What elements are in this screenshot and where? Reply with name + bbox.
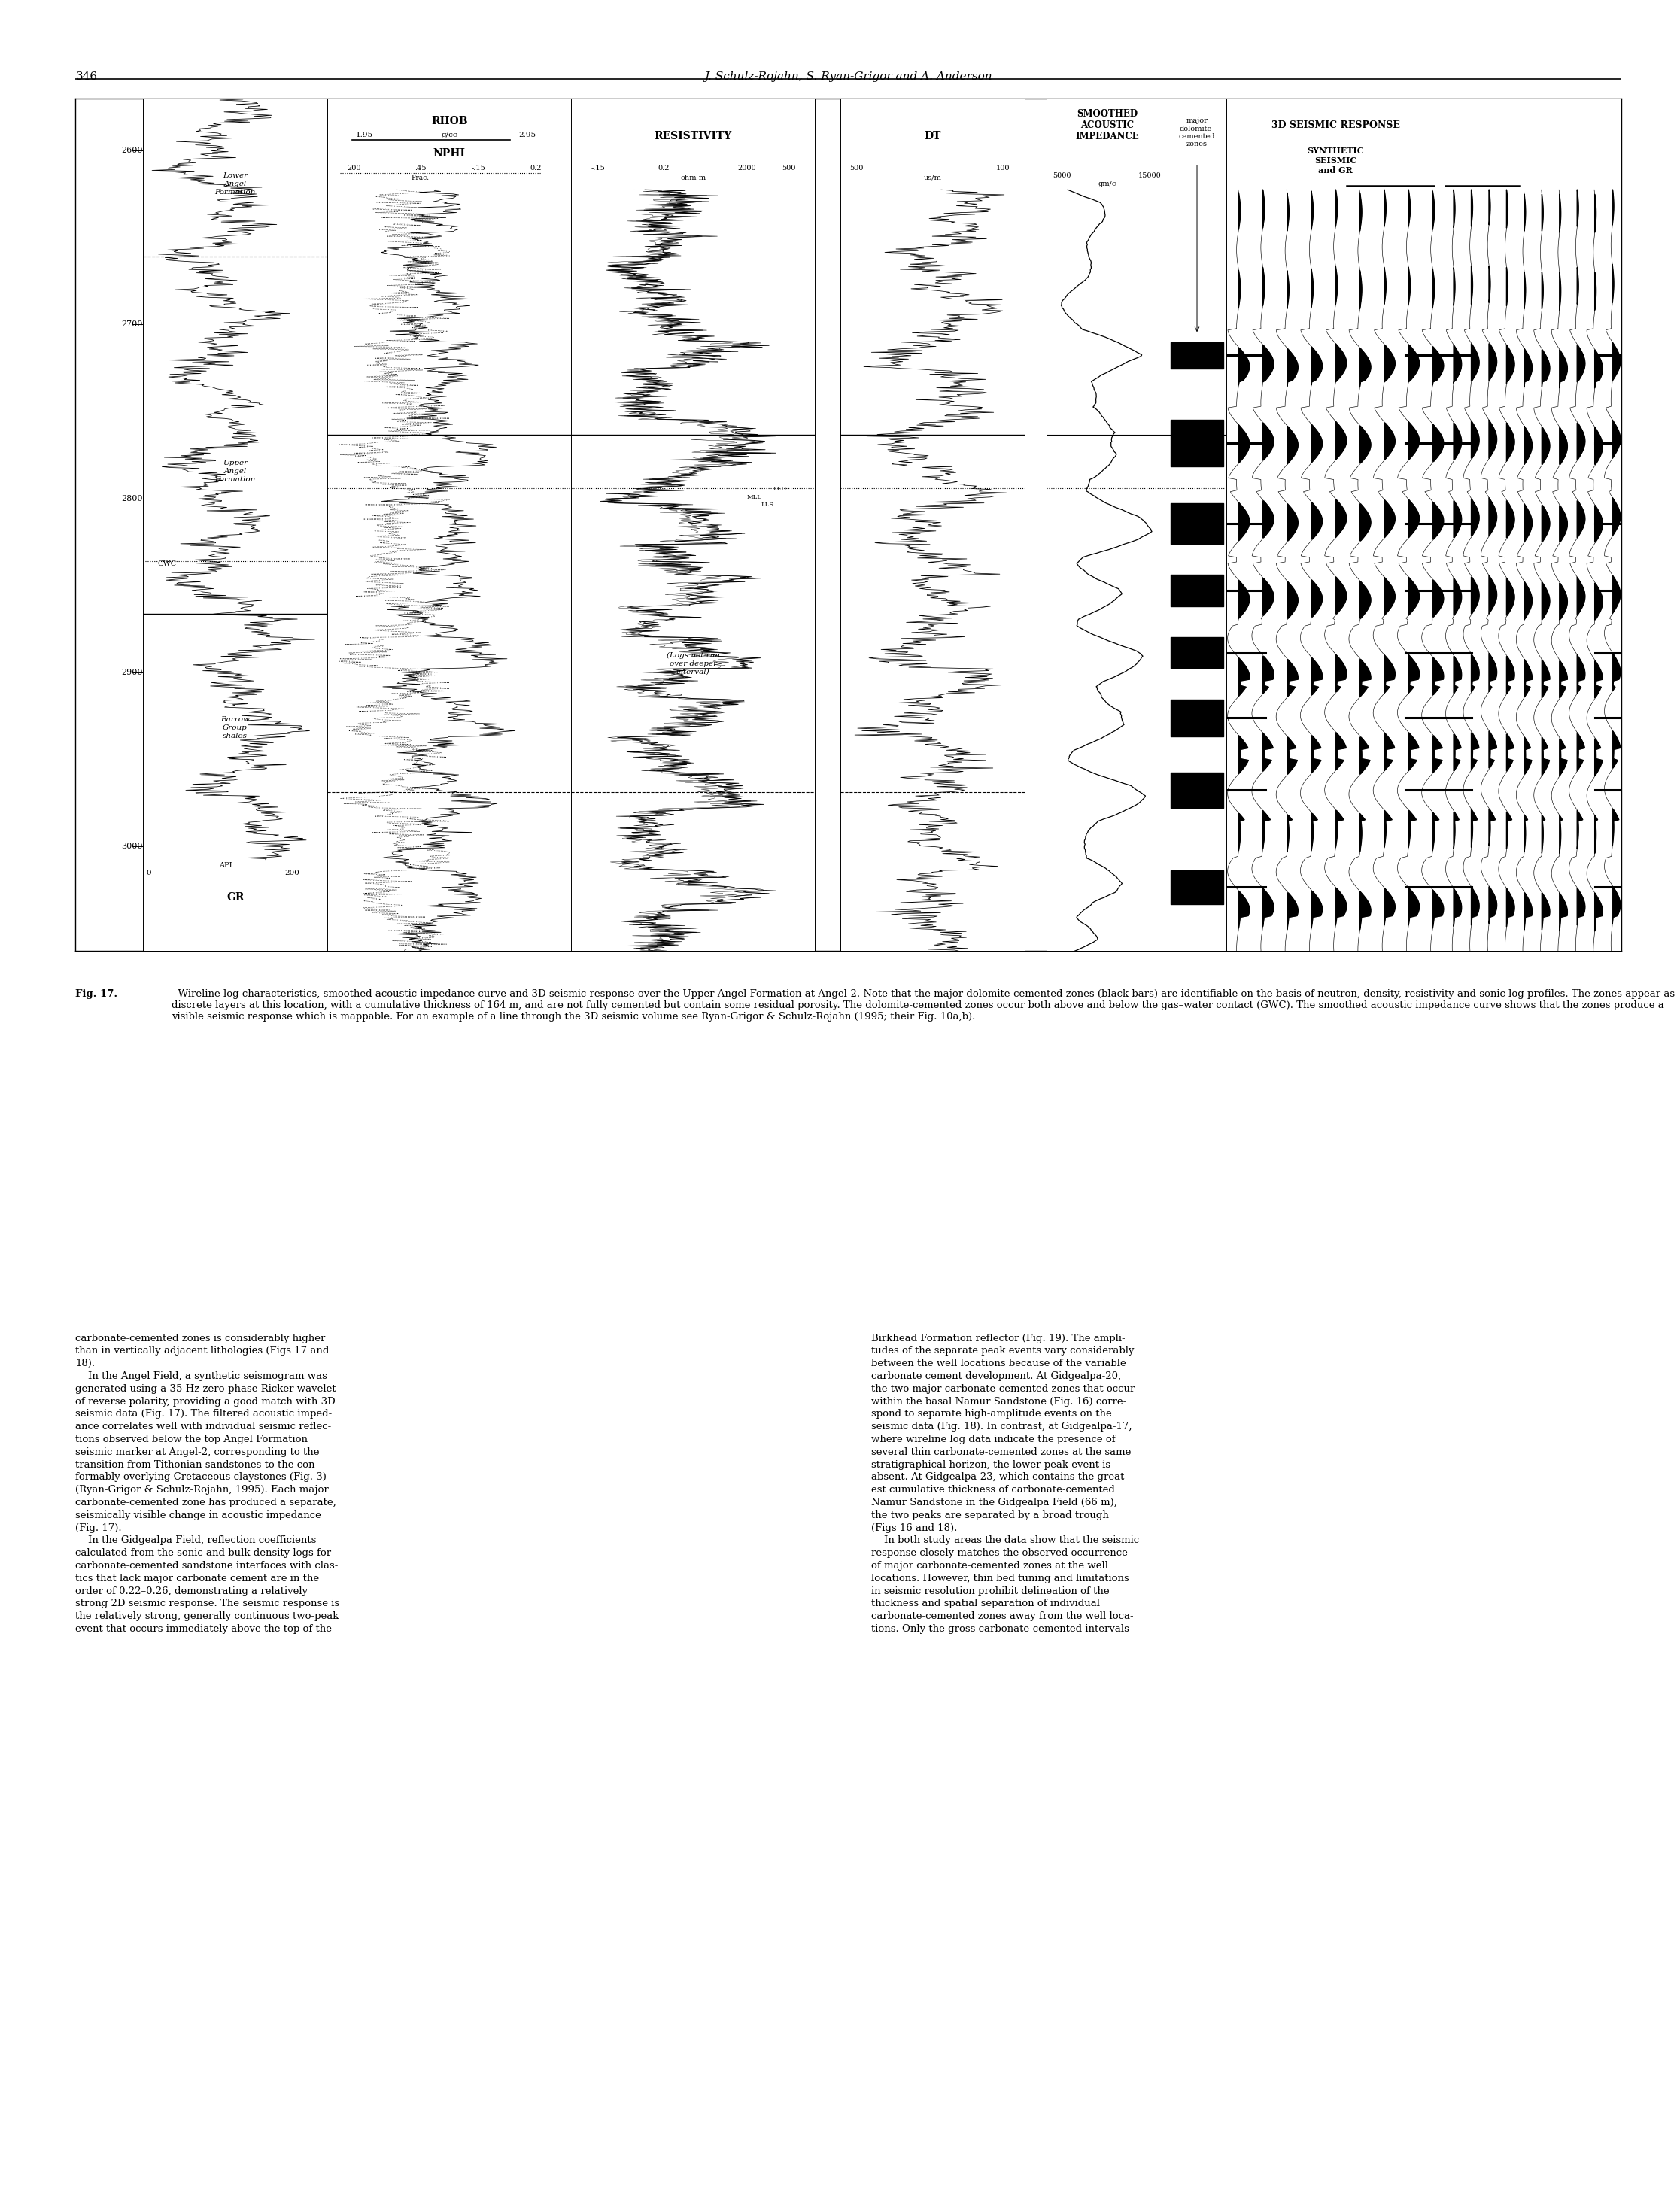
Text: RHOB: RHOB: [432, 116, 467, 127]
Text: LLS: LLS: [761, 501, 774, 507]
Text: .45: .45: [415, 164, 427, 173]
Text: carbonate-cemented zones is considerably higher
than in vertically adjacent lith: carbonate-cemented zones is considerably…: [76, 1333, 339, 1633]
Text: Barrow
Group
shales: Barrow Group shales: [220, 715, 250, 739]
Text: 2700: 2700: [121, 321, 143, 328]
Text: 2900: 2900: [121, 669, 143, 675]
Text: ohm-m: ohm-m: [680, 175, 706, 181]
Text: LLD: LLD: [773, 485, 786, 492]
Text: 2600: 2600: [121, 146, 143, 155]
Text: 3D SEISMIC RESPONSE: 3D SEISMIC RESPONSE: [1272, 120, 1399, 129]
Text: 200: 200: [286, 870, 299, 877]
Text: major
dolomite-
cemented
zones: major dolomite- cemented zones: [1179, 118, 1215, 149]
Text: 500: 500: [850, 164, 864, 173]
Text: 0.2: 0.2: [659, 164, 670, 173]
Text: 3000: 3000: [121, 844, 143, 850]
Text: J. Schulz-Rojahn, S. Ryan-Grigor and A. Anderson: J. Schulz-Rojahn, S. Ryan-Grigor and A. …: [704, 72, 993, 81]
Text: Lower
Angel
Formation: Lower Angel Formation: [215, 173, 255, 195]
Text: Frac.: Frac.: [412, 175, 430, 181]
Text: Upper
Angel
Formation: Upper Angel Formation: [215, 459, 255, 483]
Text: 0: 0: [146, 870, 151, 877]
Text: DT: DT: [924, 131, 941, 142]
Text: Wireline log characteristics, smoothed acoustic impedance curve and 3D seismic r: Wireline log characteristics, smoothed a…: [171, 988, 1675, 1021]
Text: 200: 200: [348, 164, 361, 173]
Text: Birkhead Formation reflector (Fig. 19). The ampli-
tudes of the separate peak ev: Birkhead Formation reflector (Fig. 19). …: [872, 1333, 1139, 1633]
Text: -.15: -.15: [472, 164, 486, 173]
Text: 346: 346: [76, 72, 97, 81]
Text: μs/m: μs/m: [924, 175, 941, 181]
Text: SYNTHETIC
SEISMIC
and GR: SYNTHETIC SEISMIC and GR: [1307, 146, 1364, 175]
Text: 100: 100: [996, 164, 1010, 173]
Text: (Logs not run
over deeper
interval): (Logs not run over deeper interval): [667, 651, 719, 675]
Text: GWC: GWC: [158, 560, 176, 568]
Text: g/cc: g/cc: [442, 131, 457, 138]
Text: 2.95: 2.95: [519, 131, 536, 138]
Text: 1.95: 1.95: [356, 131, 373, 138]
Text: 0.2: 0.2: [531, 164, 543, 173]
Text: 5000: 5000: [1053, 173, 1072, 179]
Text: Fig. 17.: Fig. 17.: [76, 988, 118, 999]
Text: -.15: -.15: [591, 164, 605, 173]
Text: 500: 500: [781, 164, 795, 173]
Text: 2800: 2800: [121, 494, 143, 503]
Text: API: API: [220, 861, 232, 870]
Text: 2000: 2000: [738, 164, 756, 173]
Text: RESISTIVITY: RESISTIVITY: [654, 131, 732, 142]
Text: gm/c: gm/c: [1099, 179, 1116, 188]
Text: NPHI: NPHI: [433, 149, 465, 157]
Text: 15000: 15000: [1139, 173, 1161, 179]
Text: GR: GR: [227, 892, 244, 903]
Text: MLL: MLL: [746, 494, 761, 501]
Text: SMOOTHED
ACOUSTIC
IMPEDANCE: SMOOTHED ACOUSTIC IMPEDANCE: [1075, 109, 1139, 142]
